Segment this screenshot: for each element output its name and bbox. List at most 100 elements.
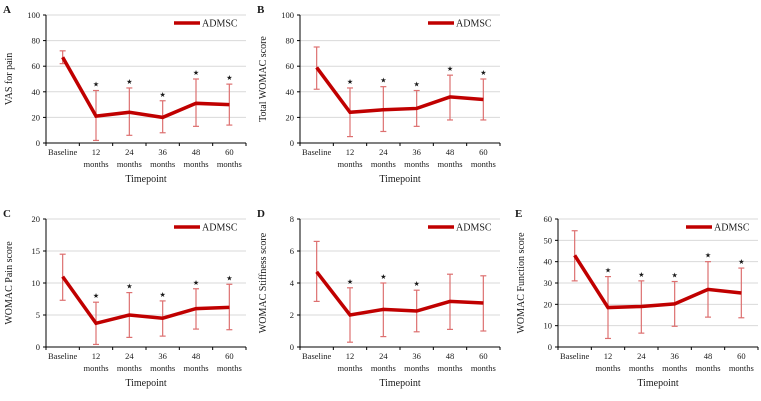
svg-text:60: 60 xyxy=(479,147,488,157)
x-tick-labels: Baseline 12 months 24 months 36 months 48 months… xyxy=(48,351,242,373)
svg-text:10: 10 xyxy=(544,321,553,331)
svg-text:months: months xyxy=(729,363,754,373)
sig-star-icon: ★ xyxy=(738,258,744,266)
svg-text:months: months xyxy=(117,159,142,169)
axes xyxy=(555,218,759,350)
panel-a-chart: A 0 20 40 60 80 100 VAS for pain ★ ★ ★ ★ ★ ADMSC Basel… xyxy=(2,2,254,200)
svg-text:months: months xyxy=(150,159,175,169)
svg-text:0: 0 xyxy=(36,342,40,352)
svg-text:12: 12 xyxy=(346,351,355,361)
svg-text:months: months xyxy=(371,363,396,373)
legend: ADMSC xyxy=(428,223,492,234)
series-line-admsc xyxy=(315,66,484,115)
sig-star-icon: ★ xyxy=(126,78,132,86)
sig-star-icon: ★ xyxy=(705,252,711,260)
svg-text:36: 36 xyxy=(158,351,167,361)
svg-text:0: 0 xyxy=(36,138,40,148)
svg-text:months: months xyxy=(83,159,108,169)
legend: ADMSC xyxy=(174,19,238,30)
significance-markers: ★ ★ ★ ★ ★ xyxy=(93,69,233,99)
axes xyxy=(43,218,247,350)
x-axis-title: Timepoint xyxy=(379,174,421,185)
svg-text:48: 48 xyxy=(192,351,201,361)
svg-text:Baseline: Baseline xyxy=(302,147,331,157)
gridlines xyxy=(46,14,246,118)
chart-svg: B 0 20 40 60 80 100 Total WOMAC score ★ ★ ★ ★ ★ ADMSC… xyxy=(257,4,501,185)
sig-star-icon: ★ xyxy=(193,279,199,287)
svg-text:months: months xyxy=(595,363,620,373)
significance-markers: ★ ★ ★ xyxy=(347,273,420,288)
svg-text:40: 40 xyxy=(544,257,553,267)
svg-text:months: months xyxy=(629,363,654,373)
gridlines xyxy=(558,218,758,327)
y-tick-labels: 0 20 40 60 80 100 xyxy=(27,10,40,148)
sig-star-icon: ★ xyxy=(480,69,486,77)
svg-text:months: months xyxy=(150,363,175,373)
svg-text:60: 60 xyxy=(32,61,41,71)
svg-text:months: months xyxy=(404,363,429,373)
svg-text:0: 0 xyxy=(290,138,294,148)
svg-text:months: months xyxy=(662,363,687,373)
chart-svg: A 0 20 40 60 80 100 VAS for pain ★ ★ ★ ★ ★ ADMSC Basel… xyxy=(3,4,247,185)
svg-text:24: 24 xyxy=(125,147,134,157)
svg-text:6: 6 xyxy=(290,246,294,256)
sig-star-icon: ★ xyxy=(414,81,420,89)
svg-text:months: months xyxy=(337,363,362,373)
svg-text:months: months xyxy=(83,363,108,373)
series-line-admsc xyxy=(573,254,742,310)
significance-markers: ★ ★ ★ ★ ★ xyxy=(347,65,487,88)
legend: ADMSC xyxy=(686,223,750,234)
svg-text:40: 40 xyxy=(286,87,295,97)
svg-text:24: 24 xyxy=(125,351,134,361)
sig-star-icon: ★ xyxy=(447,65,453,73)
svg-text:24: 24 xyxy=(379,351,388,361)
y-tick-labels: 0 10 20 30 40 50 60 xyxy=(544,214,553,352)
svg-text:2: 2 xyxy=(290,310,294,320)
svg-text:60: 60 xyxy=(225,147,234,157)
chart-svg: C 0 5 10 15 20 WOMAC Pain score ★ ★ ★ ★ ★ ADMSC Basel… xyxy=(3,208,247,389)
x-axis-title: Timepoint xyxy=(125,378,167,389)
y-tick-labels: 0 5 10 15 20 xyxy=(32,214,41,352)
svg-text:60: 60 xyxy=(286,61,295,71)
svg-text:24: 24 xyxy=(637,351,646,361)
error-bars xyxy=(571,230,745,340)
sig-star-icon: ★ xyxy=(347,78,353,86)
sig-star-icon: ★ xyxy=(414,280,420,288)
y-axis-title: WOMAC Pain score xyxy=(4,241,15,325)
series-line-admsc xyxy=(61,56,230,120)
svg-text:60: 60 xyxy=(225,351,234,361)
svg-text:36: 36 xyxy=(412,147,421,157)
x-axis-title: Timepoint xyxy=(125,174,167,185)
panel-letter: D xyxy=(257,208,265,220)
sig-star-icon: ★ xyxy=(347,278,353,286)
axes xyxy=(297,218,501,350)
sig-star-icon: ★ xyxy=(226,274,232,282)
series-line-admsc xyxy=(315,270,484,317)
x-axis-title: Timepoint xyxy=(637,378,679,389)
panel-letter: B xyxy=(257,4,265,16)
svg-text:Baseline: Baseline xyxy=(48,351,77,361)
svg-text:80: 80 xyxy=(286,36,295,46)
svg-text:months: months xyxy=(437,363,462,373)
y-tick-labels: 0 20 40 60 80 100 xyxy=(281,10,294,148)
sig-star-icon: ★ xyxy=(160,91,166,99)
legend-label: ADMSC xyxy=(714,223,750,234)
sig-star-icon: ★ xyxy=(93,81,99,89)
svg-text:months: months xyxy=(404,159,429,169)
svg-text:Baseline: Baseline xyxy=(302,351,331,361)
svg-text:60: 60 xyxy=(479,351,488,361)
svg-text:36: 36 xyxy=(412,351,421,361)
svg-text:48: 48 xyxy=(446,351,455,361)
svg-text:months: months xyxy=(217,159,242,169)
legend-label: ADMSC xyxy=(202,19,238,30)
series-line-admsc xyxy=(61,275,230,326)
svg-text:15: 15 xyxy=(32,246,41,256)
sig-star-icon: ★ xyxy=(160,291,166,299)
svg-text:12: 12 xyxy=(346,147,355,157)
svg-text:80: 80 xyxy=(32,36,41,46)
svg-text:months: months xyxy=(371,159,396,169)
x-tick-labels: Baseline 12 months 24 months 36 months 48 months… xyxy=(48,147,242,169)
svg-text:60: 60 xyxy=(737,351,746,361)
